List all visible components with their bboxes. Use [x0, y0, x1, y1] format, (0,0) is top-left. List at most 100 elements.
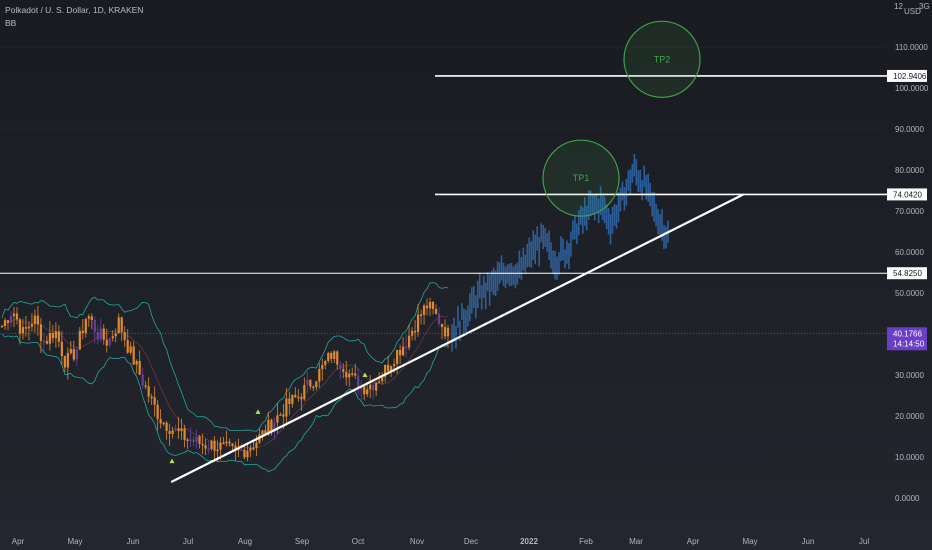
candle-body: [63, 356, 66, 368]
candle-body: [372, 384, 375, 391]
candle-body: [333, 351, 336, 359]
candle-body: [42, 340, 46, 343]
candle-body: [407, 335, 411, 348]
price-gridlines: [0, 46, 887, 499]
target-circles[interactable]: TP1 TP2: [542, 20, 701, 217]
candle-body: [428, 302, 432, 309]
candle-body: [390, 365, 393, 371]
target-circle: [542, 139, 620, 217]
candle-body: [425, 305, 429, 309]
current-price-countdown: 14:14:50: [893, 339, 925, 348]
candle-body: [422, 305, 426, 315]
candle-body: [108, 338, 111, 346]
lower-band: [1, 333, 449, 473]
candle-body: [446, 327, 450, 337]
candle-body: [387, 364, 390, 371]
candle-body: [54, 331, 57, 339]
candle-body: [336, 351, 339, 365]
candle-body: [111, 336, 114, 339]
trendline[interactable]: [170, 193, 745, 483]
candle-body: [243, 449, 246, 458]
candle-body: [150, 396, 153, 399]
candle-body: [27, 326, 31, 329]
horizontal-levels[interactable]: [0, 75, 887, 274]
candle-body: [369, 384, 372, 390]
candle-body: [351, 373, 354, 375]
axis-currency-label[interactable]: USD: [904, 7, 921, 16]
level-price-tag-text: 54.8250: [893, 269, 922, 278]
axis-corner-mark: 12: [894, 2, 903, 11]
candle-body: [434, 309, 438, 314]
candle-body: [180, 428, 183, 432]
candle-body: [276, 415, 279, 423]
price-tick-label: 60.0000: [895, 248, 924, 257]
candle-body: [225, 441, 228, 444]
candle-body: [78, 330, 81, 350]
signal-markers: [169, 372, 368, 464]
candle-body: [234, 445, 237, 449]
candle-body: [198, 436, 201, 444]
level-price-tag: [887, 69, 927, 82]
candle-body: [440, 323, 444, 328]
indicator-label[interactable]: BB: [5, 18, 17, 28]
candle-body: [443, 327, 447, 337]
time-axis[interactable]: Apr May Jun Jul Aug Sep Oct Nov Dec 2022 Feb Mar Apr…: [12, 537, 870, 546]
price-tick-label: 30.0000: [895, 371, 924, 380]
candle-body: [0, 325, 4, 328]
time-tick-label: May: [67, 537, 82, 546]
level-price-tag-text: 74.0420: [893, 190, 922, 199]
candle-body: [114, 333, 117, 337]
upper-band: [1, 282, 449, 432]
price-tick-label: 100.0000: [895, 84, 929, 93]
candle-body: [171, 430, 174, 434]
candle-body: [291, 394, 294, 404]
candle-body: [246, 450, 249, 458]
candle-body: [102, 328, 105, 340]
axis-scale-mark: 3G: [919, 2, 930, 11]
candle-body: [162, 422, 165, 425]
candle-body: [357, 375, 360, 390]
target-label: TP1: [573, 173, 590, 183]
chart-title[interactable]: Polkadot / U. S. Dollar, 1D, KRAKEN: [5, 5, 144, 15]
buy-signal-marker: [169, 458, 175, 464]
candle-body: [240, 449, 243, 451]
candle-body: [267, 419, 270, 435]
candle-body: [348, 373, 351, 378]
target-label: TP2: [654, 54, 671, 64]
candle-body: [21, 327, 25, 334]
candle-body: [168, 430, 171, 434]
candle-body: [165, 422, 168, 431]
candle-body: [228, 441, 231, 444]
candle-body: [33, 315, 37, 325]
middle-band: [1, 316, 449, 449]
time-tick-label: May: [742, 537, 757, 546]
candle-body: [135, 360, 138, 365]
candle-body: [12, 313, 16, 317]
candle-body: [201, 443, 204, 446]
candle-body: [210, 440, 213, 450]
candle-body: [279, 414, 282, 416]
candle-body: [375, 382, 378, 391]
candle-body: [399, 349, 402, 356]
candle-body: [66, 353, 69, 368]
candle-body: [57, 331, 60, 342]
candle-body: [90, 316, 93, 321]
candle-body: [126, 340, 129, 353]
candle-body: [318, 368, 321, 382]
candle-body: [177, 428, 180, 432]
candle-body: [416, 314, 420, 332]
candle-body: [273, 422, 276, 432]
candle-body: [156, 404, 159, 420]
candle-body: [183, 428, 186, 441]
candle-body: [294, 394, 297, 398]
candle-body: [69, 349, 72, 354]
time-tick-label: Apr: [12, 537, 25, 546]
candle-body: [315, 381, 318, 388]
buy-signal-marker: [362, 372, 368, 377]
candle-body: [222, 442, 225, 444]
candle-body: [15, 313, 19, 320]
candle-body: [144, 385, 147, 387]
